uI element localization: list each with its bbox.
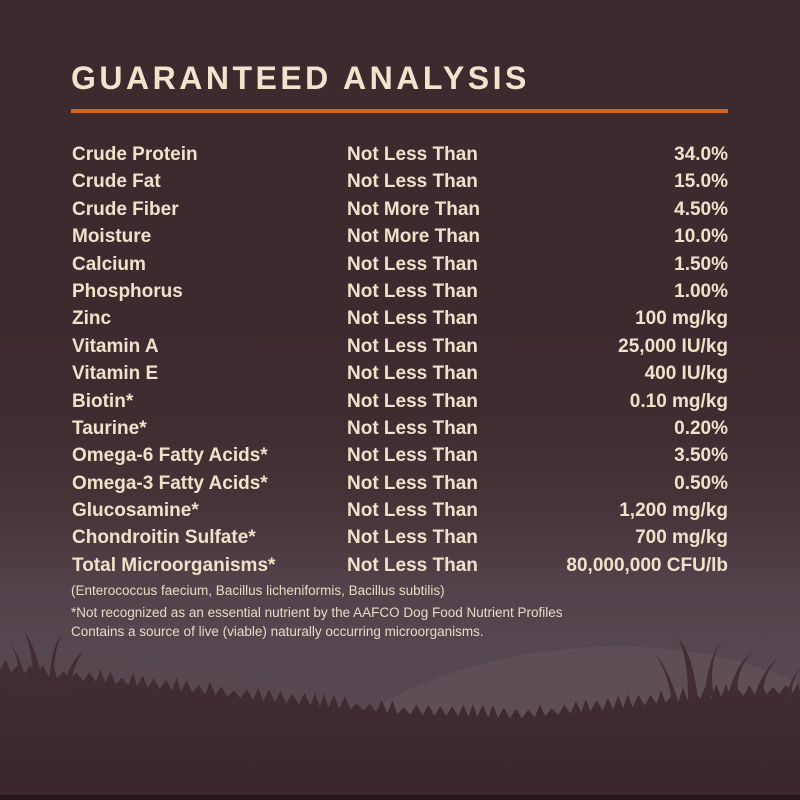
qualifier: Not Less Than — [347, 363, 478, 385]
nutrient-value: 0.50% — [674, 472, 728, 494]
nutrient-value: 400 IU/kg — [644, 363, 728, 385]
nutrient-name: Chondroitin Sulfate* — [72, 527, 256, 549]
microorganisms-detail: (Enterococcus faecium, Bacillus lichenif… — [71, 583, 445, 598]
footnote-line-1: *Not recognized as an essential nutrient… — [71, 605, 563, 620]
table-row: Phosphorus Not Less Than 1.00% — [72, 278, 728, 305]
nutrient-name: Omega-6 Fatty Acids* — [72, 445, 268, 467]
nutrient-value: 15.0% — [674, 171, 728, 193]
table-row: Crude Fat Not Less Than 15.0% — [72, 168, 728, 195]
analysis-table: Crude Protein Not Less Than 34.0% Crude Fa… — [72, 141, 728, 579]
nutrient-name: Zinc — [72, 308, 112, 330]
qualifier: Not Less Than — [347, 554, 478, 576]
table-row: Moisture Not More Than 10.0% — [72, 223, 728, 250]
nutrient-name: Biotin* — [72, 390, 134, 412]
qualifier: Not More Than — [347, 198, 480, 220]
nutrient-value: 25,000 IU/kg — [618, 335, 728, 357]
nutrient-name: Phosphorus — [72, 280, 183, 302]
nutrient-value: 80,000,000 CFU/lb — [566, 554, 728, 576]
nutrient-value: 10.0% — [674, 226, 728, 248]
footnote-line-2: Contains a source of live (viable) natur… — [71, 623, 484, 639]
qualifier: Not Less Than — [347, 171, 478, 193]
table-row: Vitamin E Not Less Than 400 IU/kg — [72, 360, 728, 387]
qualifier: Not Less Than — [347, 472, 478, 494]
nutrient-value: 100 mg/kg — [635, 308, 728, 330]
nutrient-value: 0.10 mg/kg — [629, 390, 728, 412]
nutrient-name: Total Microorganisms* — [72, 554, 276, 576]
qualifier: Not Less Than — [347, 144, 478, 165]
nutrient-value: 3.50% — [674, 445, 728, 467]
table-row: Crude Protein Not Less Than 34.0% — [72, 141, 728, 168]
qualifier: Not Less Than — [347, 390, 478, 412]
qualifier: Not Less Than — [347, 253, 478, 275]
nutrient-name: Vitamin A — [72, 335, 159, 357]
qualifier: Not Less Than — [347, 335, 478, 357]
nutrient-name: Crude Fat — [72, 171, 161, 193]
table-row: Taurine* Not Less Than 0.20% — [72, 415, 728, 442]
table-row: Crude Fiber Not More Than 4.50% — [72, 196, 728, 223]
qualifier: Not Less Than — [347, 280, 478, 302]
grass-tuft-right — [650, 638, 800, 700]
table-row: Omega-3 Fatty Acids* Not Less Than 0.50% — [72, 470, 728, 497]
table-row: Calcium Not Less Than 1.50% — [72, 251, 728, 278]
nutrient-value: 1.00% — [674, 280, 728, 302]
landscape-silhouette — [0, 630, 800, 800]
nutrient-value: 0.20% — [674, 417, 728, 439]
table-row: Zinc Not Less Than 100 mg/kg — [72, 305, 728, 332]
nutrient-name: Calcium — [72, 253, 146, 275]
nutrient-name: Moisture — [72, 226, 152, 248]
nutrient-name: Crude Protein — [72, 144, 198, 165]
nutrient-name: Glucosamine* — [72, 500, 199, 522]
nutrient-name: Taurine* — [72, 417, 147, 439]
page-title: GUARANTEED ANALYSIS — [71, 60, 530, 96]
qualifier: Not Less Than — [347, 308, 478, 330]
table-row: Vitamin A Not Less Than 25,000 IU/kg — [72, 333, 728, 360]
nutrient-name: Crude Fiber — [72, 198, 179, 220]
nutrient-name: Vitamin E — [72, 363, 159, 385]
grass-silhouette — [0, 659, 800, 800]
nutrient-value: 34.0% — [674, 144, 728, 165]
nutrient-value: 700 mg/kg — [635, 527, 728, 549]
table-row: Glucosamine* Not Less Than 1,200 mg/kg — [72, 497, 728, 524]
table-row: Biotin* Not Less Than 0.10 mg/kg — [72, 388, 728, 415]
nutrient-value: 1,200 mg/kg — [619, 500, 728, 522]
qualifier: Not Less Than — [347, 500, 478, 522]
footnotes: *Not recognized as an essential nutrient… — [71, 604, 731, 641]
table-row: Omega-6 Fatty Acids* Not Less Than 3.50% — [72, 442, 728, 469]
title-underline — [71, 109, 728, 113]
nutrient-value: 4.50% — [674, 198, 728, 220]
bottom-edge — [0, 795, 800, 800]
nutrient-value: 1.50% — [674, 253, 728, 275]
qualifier: Not Less Than — [347, 445, 478, 467]
qualifier: Not Less Than — [347, 417, 478, 439]
qualifier: Not More Than — [347, 226, 480, 248]
grass-tuft-left — [0, 630, 84, 696]
table-row: Chondroitin Sulfate* Not Less Than 700 mg/… — [72, 524, 728, 551]
table-row: Total Microorganisms* Not Less Than 80,000… — [72, 552, 728, 579]
qualifier: Not Less Than — [347, 527, 478, 549]
nutrient-name: Omega-3 Fatty Acids* — [72, 472, 268, 494]
